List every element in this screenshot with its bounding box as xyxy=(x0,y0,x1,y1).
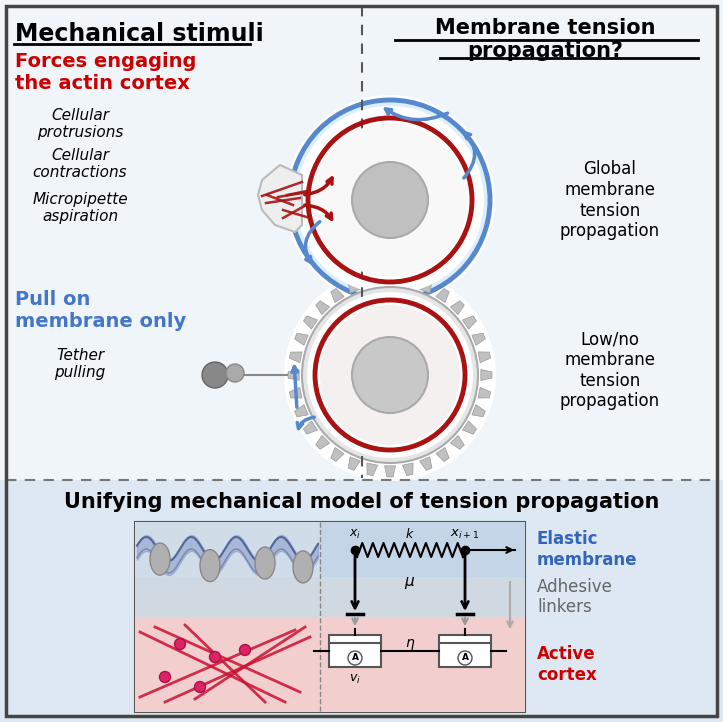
Polygon shape xyxy=(348,457,360,470)
Polygon shape xyxy=(258,165,302,232)
Circle shape xyxy=(320,305,460,445)
Bar xyxy=(0,0,723,480)
Text: Global
membrane
tension
propagation: Global membrane tension propagation xyxy=(560,160,660,240)
Polygon shape xyxy=(472,333,485,345)
Bar xyxy=(320,522,525,577)
Text: Forces engaging
the actin cortex: Forces engaging the actin cortex xyxy=(15,52,197,93)
Polygon shape xyxy=(450,435,464,449)
Text: $x_{i+1}$: $x_{i+1}$ xyxy=(450,528,479,541)
Text: Active
cortex: Active cortex xyxy=(537,645,596,684)
Polygon shape xyxy=(420,279,432,293)
Ellipse shape xyxy=(255,547,275,579)
Text: $\eta$: $\eta$ xyxy=(405,638,415,653)
Polygon shape xyxy=(481,370,492,380)
Bar xyxy=(135,617,525,712)
Polygon shape xyxy=(436,448,449,461)
Circle shape xyxy=(348,651,362,665)
Bar xyxy=(135,577,525,617)
Bar xyxy=(0,480,723,722)
Polygon shape xyxy=(316,435,330,449)
Text: Membrane tension
propagation?: Membrane tension propagation? xyxy=(435,18,655,61)
Circle shape xyxy=(194,682,205,692)
Polygon shape xyxy=(289,388,302,398)
Ellipse shape xyxy=(200,549,220,582)
Circle shape xyxy=(284,269,496,481)
Text: Low/no
membrane
tension
propagation: Low/no membrane tension propagation xyxy=(560,330,660,410)
Text: Cellular
protrusions: Cellular protrusions xyxy=(37,108,123,140)
Circle shape xyxy=(226,364,244,382)
Circle shape xyxy=(313,123,467,277)
Polygon shape xyxy=(478,352,491,362)
Circle shape xyxy=(285,95,495,305)
Bar xyxy=(135,522,525,712)
Circle shape xyxy=(174,638,186,650)
Text: Tether
pulling: Tether pulling xyxy=(54,348,106,380)
Polygon shape xyxy=(295,333,308,345)
Bar xyxy=(135,522,320,577)
Text: Micropipette
aspiration: Micropipette aspiration xyxy=(33,192,128,225)
Polygon shape xyxy=(348,279,360,293)
Text: Mechanical stimuli: Mechanical stimuli xyxy=(15,22,264,46)
Polygon shape xyxy=(450,301,464,315)
Text: Adhesive
linkers: Adhesive linkers xyxy=(537,578,613,617)
Bar xyxy=(439,635,491,667)
Polygon shape xyxy=(478,388,491,398)
Polygon shape xyxy=(436,289,449,303)
Circle shape xyxy=(352,162,428,238)
Text: $v_i$: $v_i$ xyxy=(349,672,361,686)
Polygon shape xyxy=(289,352,302,362)
Circle shape xyxy=(352,337,428,413)
Polygon shape xyxy=(463,316,476,329)
Text: A: A xyxy=(351,653,359,663)
Text: Cellular
contractions: Cellular contractions xyxy=(33,148,127,180)
Polygon shape xyxy=(472,405,485,417)
Text: A: A xyxy=(461,653,469,663)
Polygon shape xyxy=(463,421,476,434)
Polygon shape xyxy=(316,301,330,315)
Circle shape xyxy=(202,362,228,388)
Circle shape xyxy=(210,651,221,663)
Text: $x_i$: $x_i$ xyxy=(349,528,361,541)
Polygon shape xyxy=(331,448,344,461)
Circle shape xyxy=(307,292,473,458)
Circle shape xyxy=(239,645,250,656)
Ellipse shape xyxy=(150,543,170,575)
Polygon shape xyxy=(367,274,377,287)
Polygon shape xyxy=(304,316,317,329)
Polygon shape xyxy=(385,273,395,284)
Circle shape xyxy=(458,651,472,665)
Polygon shape xyxy=(331,289,344,303)
Polygon shape xyxy=(295,405,308,417)
Circle shape xyxy=(296,106,484,294)
Text: Pull on
membrane only: Pull on membrane only xyxy=(15,290,187,331)
Polygon shape xyxy=(385,466,395,477)
Ellipse shape xyxy=(293,551,313,583)
Polygon shape xyxy=(288,370,299,380)
Text: $k$: $k$ xyxy=(405,527,415,541)
Circle shape xyxy=(290,100,490,300)
Bar xyxy=(329,635,381,667)
Polygon shape xyxy=(403,463,413,476)
Polygon shape xyxy=(304,421,317,434)
Text: Unifying mechanical model of tension propagation: Unifying mechanical model of tension pro… xyxy=(64,492,659,512)
Circle shape xyxy=(302,287,478,463)
Circle shape xyxy=(160,671,171,682)
Text: $\mu$: $\mu$ xyxy=(404,575,416,591)
Text: Elastic
membrane: Elastic membrane xyxy=(537,530,638,569)
Polygon shape xyxy=(403,274,413,287)
Polygon shape xyxy=(367,463,377,476)
Polygon shape xyxy=(420,457,432,470)
